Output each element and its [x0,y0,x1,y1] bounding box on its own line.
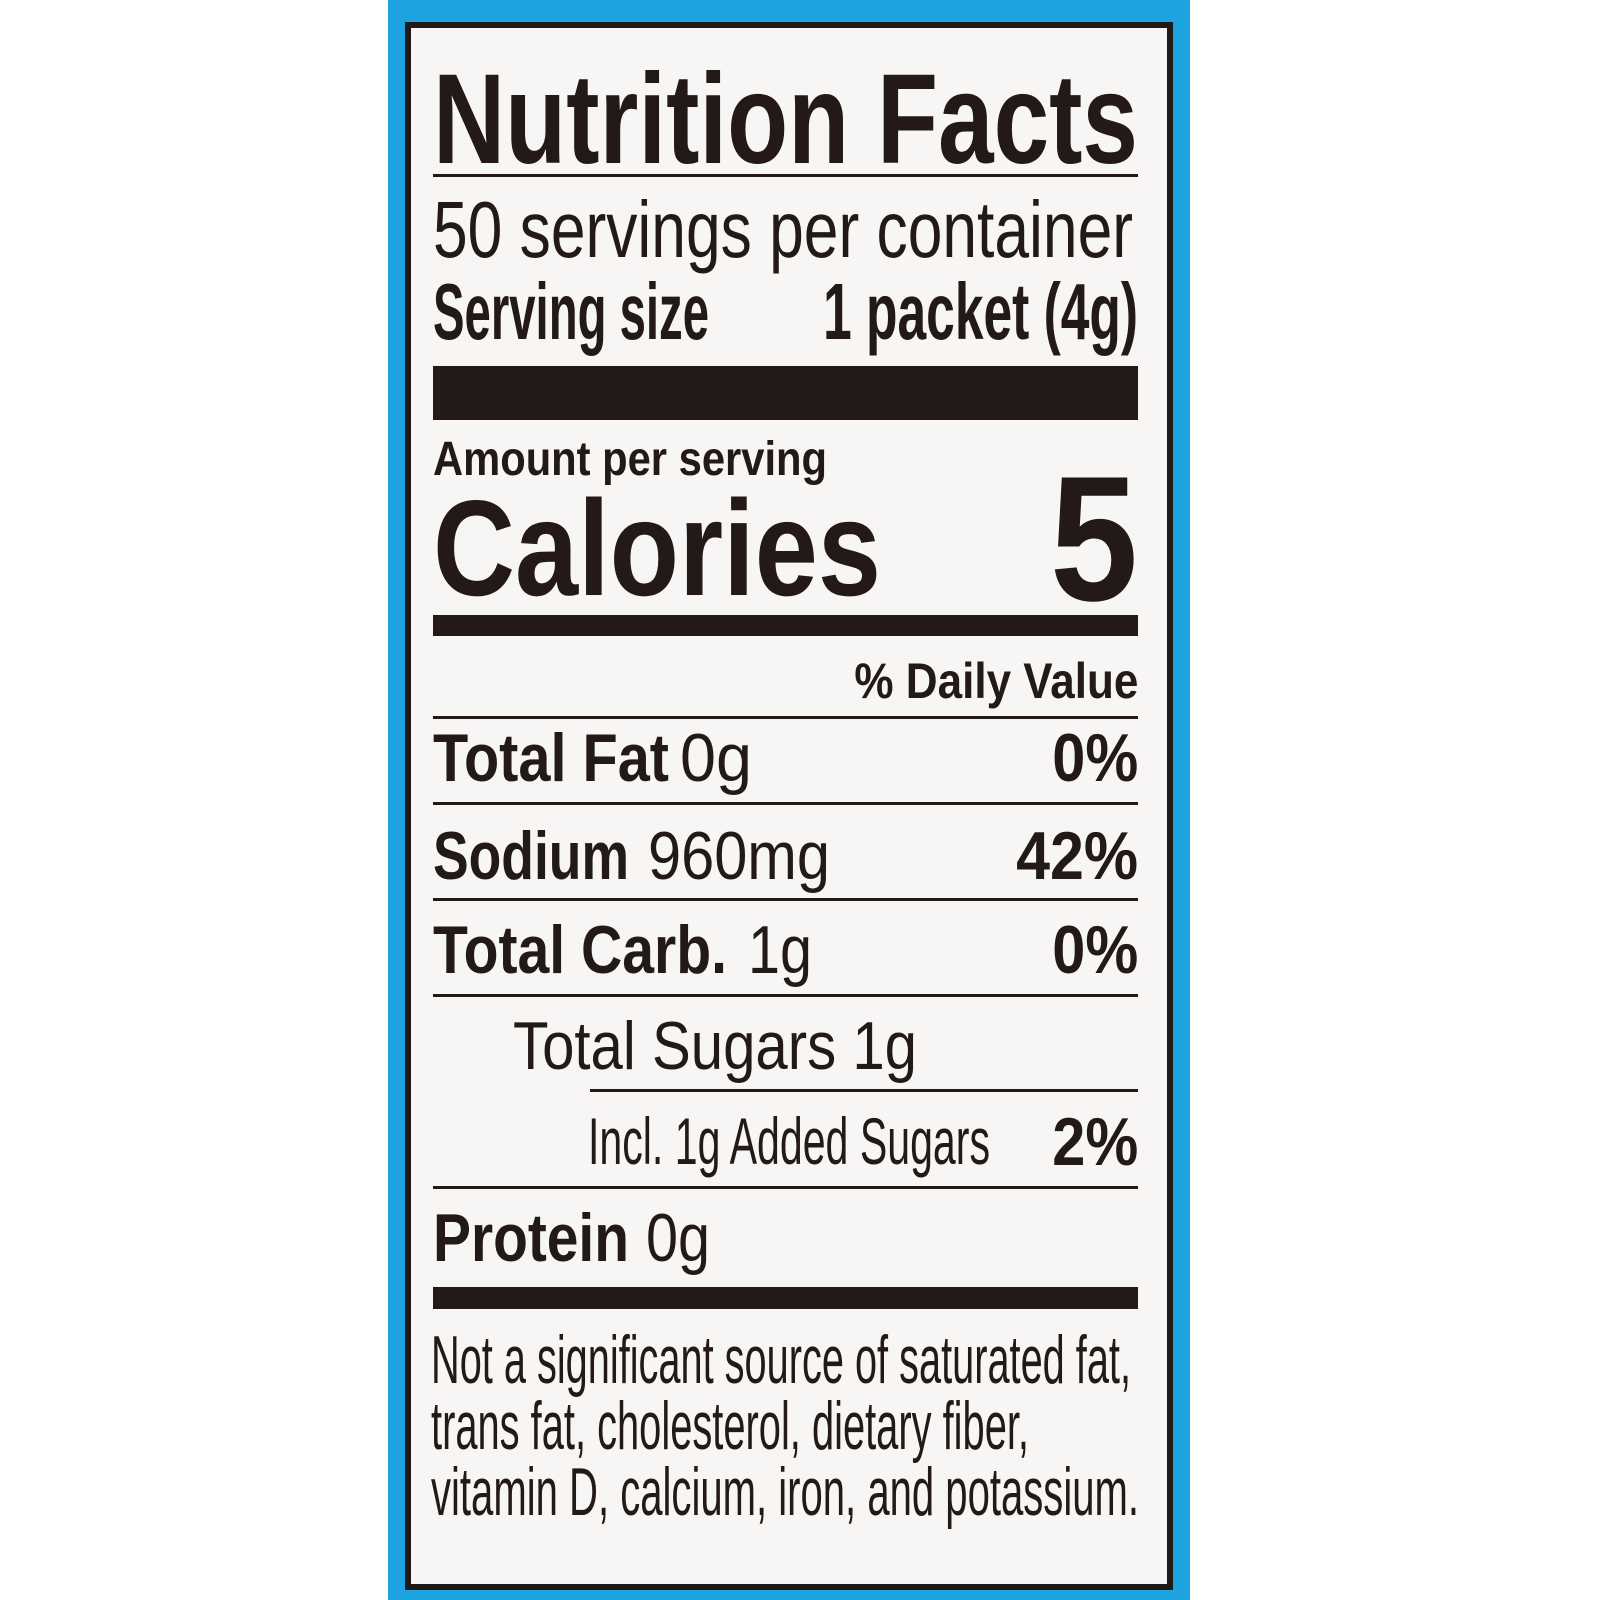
calories-label: Calories [433,472,881,624]
nutrient-name-sodium: Sodium [433,818,629,894]
footnote-line: vitamin D, calcium, iron, and potassium. [431,1454,1139,1530]
serving-size-value: 1 packet (4g) [823,267,1138,356]
divider [433,716,1138,719]
nutrient-dv-total-carb: 0% [1052,912,1138,988]
servings-per-container: 50 servings per container [433,185,1133,274]
divider [433,174,1138,177]
nutrient-name-total-sugars: Total Sugars 1g [513,1008,917,1084]
daily-value-header: % Daily Value [854,653,1138,709]
divider [433,1186,1138,1189]
medium-divider [433,615,1138,636]
nutrient-amount-total-fat: 0g [680,720,752,796]
footnote-line: trans fat, cholesterol, dietary fiber, [431,1388,1029,1464]
nutrient-name-protein: Protein [433,1200,629,1276]
divider [433,802,1138,805]
medium-divider [433,1287,1138,1309]
nutrient-name-total-carb: Total Carb. [433,912,727,988]
footnote-line: Not a significant source of saturated fa… [431,1322,1131,1398]
nutrient-amount-protein: 0g [646,1200,710,1276]
divider [590,1089,1138,1092]
nutrient-name-added-sugars: Incl. 1g Added Sugars [588,1104,990,1178]
nutrient-name-total-fat: Total Fat [433,720,669,796]
nutrient-amount-sodium: 960mg [648,818,830,894]
divider [433,994,1138,997]
nutrient-amount-total-carb: 1g [748,912,812,988]
divider [433,898,1138,901]
label-title: Nutrition Facts [433,48,1138,191]
nutrition-facts-label [405,22,1173,1590]
thick-divider [433,366,1138,420]
amount-per-serving: Amount per serving [433,433,827,486]
nutrient-dv-sodium: 42% [1016,818,1138,894]
calories-value: 5 [1050,439,1138,638]
nutrient-dv-total-fat: 0% [1052,720,1138,796]
serving-size-label: Serving size [433,267,709,356]
nutrient-dv-added-sugars: 2% [1052,1104,1138,1180]
